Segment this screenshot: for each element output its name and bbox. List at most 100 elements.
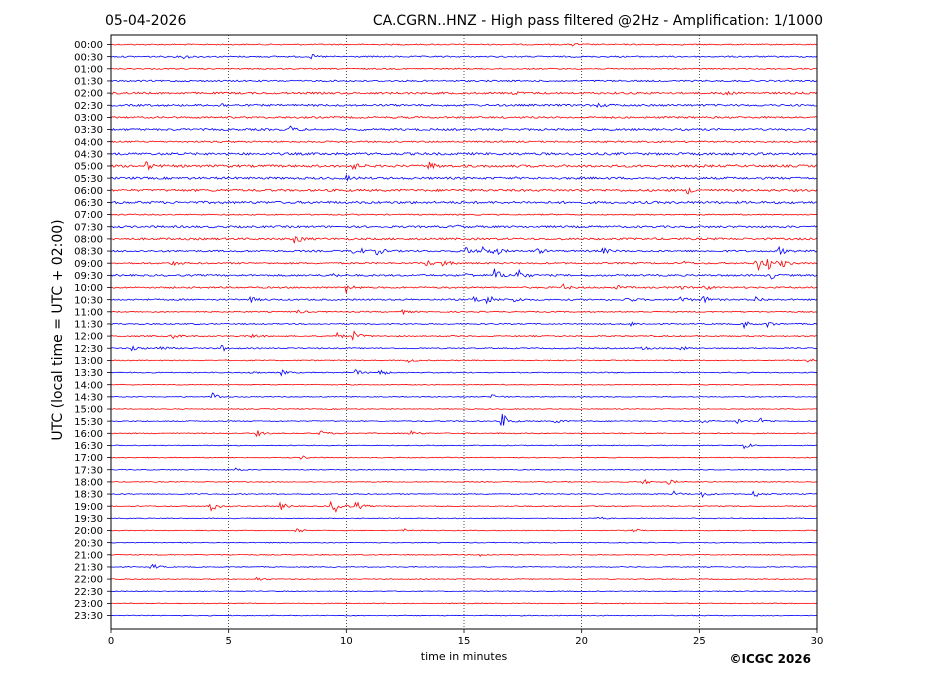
y-tick-label: 20:00	[74, 526, 103, 537]
trace-2200	[110, 576, 818, 581]
trace-0300	[110, 115, 818, 119]
trace-1130	[110, 321, 818, 330]
y-tick-label: 12:30	[74, 344, 103, 355]
x-tick-label: 5	[225, 636, 231, 647]
x-tick-label: 0	[108, 636, 114, 647]
y-tick-label: 07:00	[74, 210, 103, 221]
trace-1100	[110, 308, 818, 316]
y-tick-label: 23:30	[74, 611, 103, 622]
y-tick-label: 11:30	[74, 320, 103, 331]
y-tick-label: 14:30	[74, 392, 103, 403]
trace-0800	[110, 236, 818, 244]
y-tick-label: 13:00	[74, 356, 103, 367]
trace-0730	[110, 224, 818, 229]
trace-2300	[110, 602, 817, 605]
y-tick-label: 01:00	[74, 64, 103, 75]
y-tick-label: 08:00	[74, 235, 103, 246]
y-tick-label: 17:30	[74, 465, 103, 476]
x-axis-label: time in minutes	[421, 650, 508, 663]
trace-2000	[110, 528, 817, 533]
trace-1430	[110, 392, 818, 399]
y-tick-label: 11:00	[74, 307, 103, 318]
trace-0000	[110, 43, 817, 47]
y-tick-label: 04:00	[74, 137, 103, 148]
y-tick-label: 13:30	[74, 368, 103, 379]
copyright-notice: ©ICGC 2026	[729, 652, 811, 666]
y-tick-label: 05:00	[74, 162, 103, 173]
trace-0600	[110, 187, 818, 195]
trace-0930	[110, 268, 818, 280]
trace-0400	[110, 140, 818, 144]
trace-1800	[110, 479, 817, 485]
y-tick-label: 10:00	[74, 283, 103, 294]
x-tick-label: 25	[693, 636, 706, 647]
trace-1900	[110, 500, 817, 513]
x-tick-label: 10	[340, 636, 353, 647]
trace-2230	[110, 590, 817, 593]
trace-1530	[110, 413, 818, 426]
trace-0500	[110, 161, 818, 171]
record-date: 05-04-2026	[105, 13, 186, 29]
trace-0630	[110, 200, 818, 205]
y-tick-label: 10:30	[74, 295, 103, 306]
y-tick-label: 15:30	[74, 417, 103, 428]
y-tick-label: 15:00	[74, 405, 103, 416]
y-tick-label: 16:30	[74, 441, 103, 452]
y-tick-label: 17:00	[74, 453, 103, 464]
y-tick-label: 03:30	[74, 125, 103, 136]
trace-2030	[110, 541, 817, 544]
y-tick-label: 18:00	[74, 478, 103, 489]
chart-title: CA.CGRN..HNZ - High pass filtered @2Hz -…	[373, 13, 823, 29]
y-tick-label: 00:00	[74, 40, 103, 51]
trace-0530	[110, 173, 817, 182]
y-tick-label: 09:30	[74, 271, 103, 282]
y-tick-label: 02:30	[74, 101, 103, 112]
y-tick-label: 00:30	[74, 52, 103, 63]
y-tick-label: 03:00	[74, 113, 103, 124]
trace-0130	[110, 79, 818, 83]
y-tick-label: 09:00	[74, 259, 103, 270]
x-tick-label: 20	[575, 636, 588, 647]
y-tick-label: 21:30	[74, 563, 103, 574]
trace-0830	[110, 245, 818, 256]
trace-0330	[110, 125, 817, 132]
y-tick-label: 02:00	[74, 89, 103, 100]
y-tick-label: 06:00	[74, 186, 103, 197]
trace-0230	[110, 102, 817, 109]
y-tick-label: 23:00	[74, 599, 103, 610]
trace-1830	[110, 490, 818, 498]
trace-1630	[110, 443, 817, 450]
trace-0200	[110, 90, 818, 96]
trace-1730	[110, 467, 818, 471]
y-tick-label: 12:00	[74, 332, 103, 343]
y-tick-label: 19:30	[74, 514, 103, 525]
trace-0900	[110, 259, 818, 272]
y-tick-label: 06:30	[74, 198, 103, 209]
trace-2130	[110, 563, 817, 570]
y-tick-label: 07:30	[74, 222, 103, 233]
y-tick-label: 22:00	[74, 575, 103, 586]
x-tick-label: 15	[458, 636, 471, 647]
trace-1400	[110, 383, 818, 386]
trace-1230	[110, 344, 818, 352]
trace-0100	[110, 67, 817, 70]
y-axis-label: UTC (local time = UTC + 02:00)	[50, 219, 66, 440]
y-tick-label: 08:30	[74, 247, 103, 258]
y-tick-label: 19:00	[74, 502, 103, 513]
trace-1600	[110, 429, 818, 438]
x-tick-label: 30	[811, 636, 824, 647]
y-tick-label: 21:00	[74, 550, 103, 561]
trace-0430	[110, 151, 818, 156]
y-tick-label: 20:30	[74, 538, 103, 549]
trace-1700	[110, 455, 817, 460]
trace-2100	[110, 553, 817, 557]
trace-2330	[110, 614, 817, 617]
trace-1930	[110, 516, 817, 520]
trace-1330	[110, 369, 818, 377]
y-tick-label: 04:30	[74, 149, 103, 160]
y-tick-label: 16:00	[74, 429, 103, 440]
trace-1500	[110, 408, 817, 410]
y-tick-label: 05:30	[74, 174, 103, 185]
trace-1030	[110, 295, 818, 305]
